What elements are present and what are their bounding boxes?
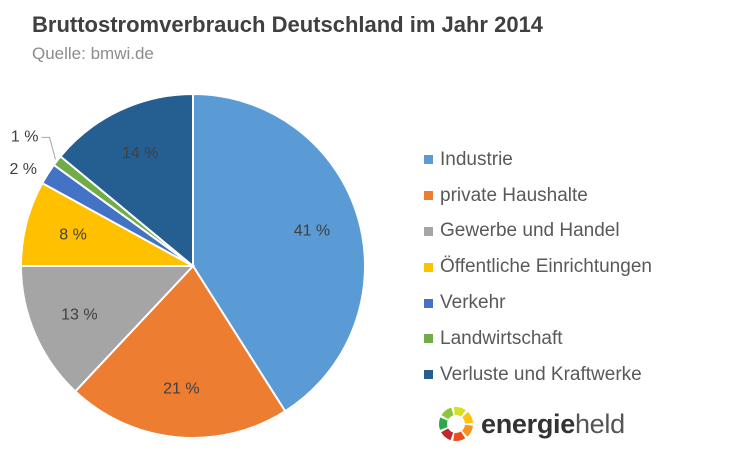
legend-label: Gewerbe und Handel: [440, 220, 620, 242]
data-label-landwirtschaft: 1 %: [11, 129, 39, 146]
legend-item-verkehr: Verkehr: [424, 285, 652, 321]
chart-source: Quelle: bmwi.de: [32, 44, 154, 63]
legend-swatch: [424, 191, 433, 201]
legend-swatch: [424, 334, 433, 344]
legend-item-industrie: Industrie: [424, 142, 652, 178]
legend-swatch: [424, 262, 433, 272]
logo-segment: [453, 407, 466, 417]
data-label-private-haushalte: 21 %: [163, 381, 199, 398]
pie-slice-verluste-und-kraftwerke: [59, 92, 194, 269]
legend-label: Verluste und Kraftwerke: [440, 363, 642, 385]
data-label-industrie: 41 %: [294, 223, 330, 240]
legend-swatch: [424, 155, 433, 165]
legend-label: Öffentliche Einrichtungen: [440, 256, 652, 278]
logo-segment: [453, 431, 466, 441]
chart-legend: Industrie private Haushalte Gewerbe und Ha…: [424, 142, 652, 393]
legend-swatch: [424, 226, 433, 236]
data-label-verkehr: 2 %: [9, 161, 37, 178]
legend-item-verluste-und-kraftwerke: Verluste und Kraftwerke: [424, 357, 652, 393]
legend-item-landwirtschaft: Landwirtschaft: [424, 321, 652, 357]
logo-segment: [441, 428, 454, 441]
data-label-verluste-und-kraftwerke: 14 %: [122, 145, 158, 162]
data-label-gewerbe-und-handel: 13 %: [61, 306, 97, 323]
logo-segment: [441, 407, 454, 420]
brand-name-bold: energie: [481, 408, 575, 439]
pie-slice-gewerbe-und-handel: [19, 265, 196, 393]
brand-logo: energieheld: [438, 406, 625, 442]
logo-segment: [439, 417, 448, 430]
brand-name-rest: held: [574, 408, 625, 439]
legend-label: Landwirtschaft: [440, 327, 563, 349]
legend-item-gewerbe-und-handel: Gewerbe und Handel: [424, 214, 652, 250]
legend-label: Industrie: [440, 148, 513, 170]
legend-item-ffentliche-einrichtungen: Öffentliche Einrichtungen: [424, 249, 652, 285]
legend-label: Verkehr: [440, 292, 506, 314]
legend-swatch: [424, 298, 433, 308]
brand-name: energieheld: [481, 409, 625, 440]
legend-label: private Haushalte: [440, 184, 588, 206]
chart-title: Bruttostromverbrauch Deutschland im Jahr…: [32, 12, 544, 37]
leader-line-landwirtschaft: [41, 136, 56, 160]
logo-segment: [462, 424, 473, 437]
logo-segment: [462, 411, 473, 424]
data-label-ffentliche-einrichtungen: 8 %: [59, 226, 87, 243]
pie-slice-private-haushalte: [73, 264, 287, 439]
legend-swatch: [424, 370, 433, 380]
legend-item-private-haushalte: private Haushalte: [424, 178, 652, 214]
energieheld-logo-icon: [439, 407, 473, 441]
